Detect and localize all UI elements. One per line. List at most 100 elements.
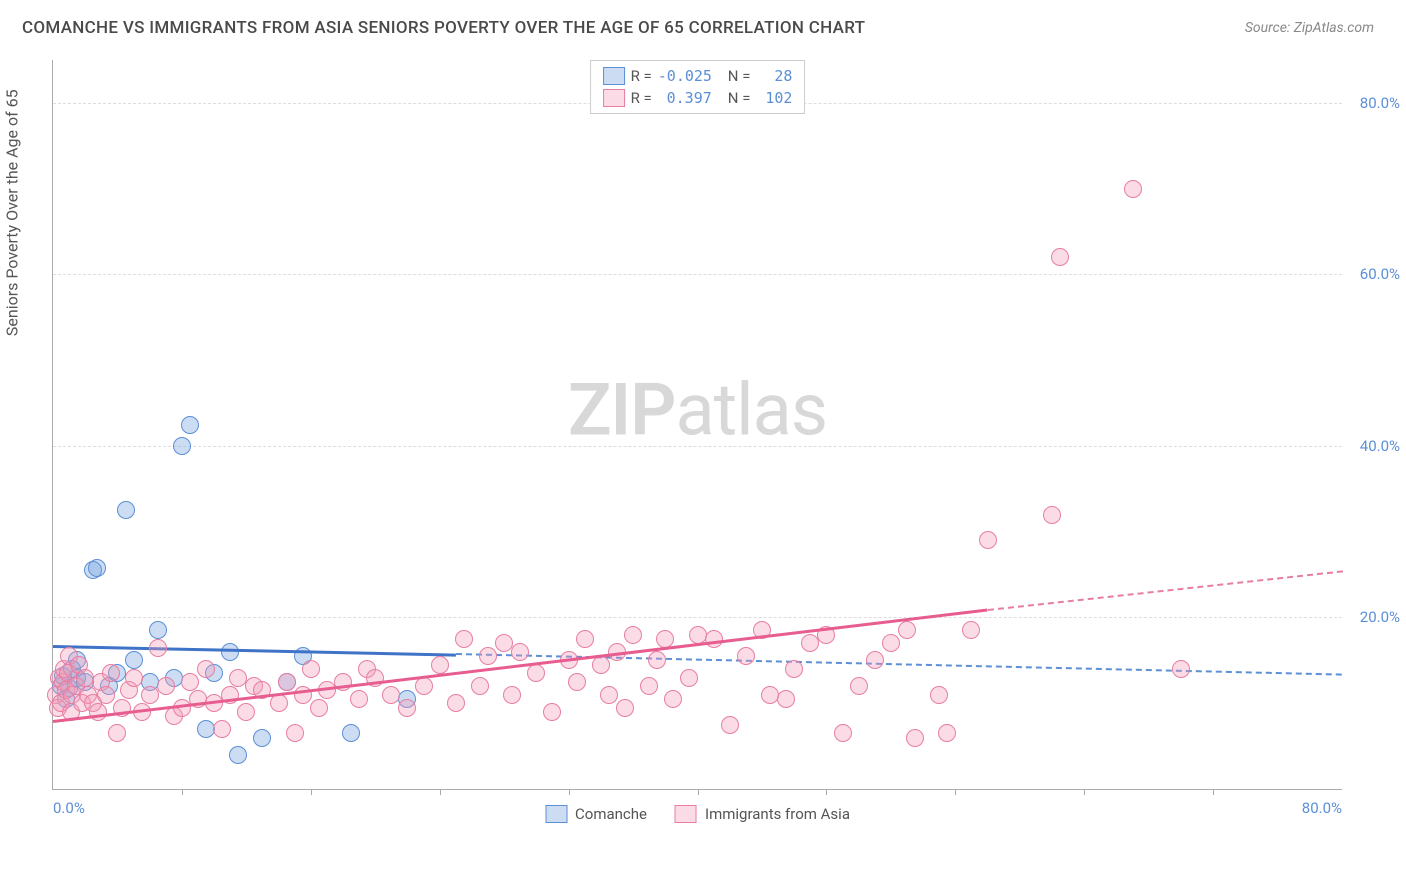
- data-point: [173, 437, 191, 455]
- legend-r-pink: 0.397: [658, 89, 712, 107]
- data-point: [149, 639, 167, 657]
- data-point: [157, 677, 175, 695]
- x-minor-tick: [440, 789, 441, 795]
- y-tick-label: 20.0%: [1360, 608, 1400, 626]
- trend-line: [53, 645, 456, 657]
- legend-swatch-pink-icon: [603, 89, 625, 107]
- legend-r-blue: -0.025: [658, 67, 712, 85]
- x-minor-tick: [826, 789, 827, 795]
- data-point: [76, 669, 94, 687]
- data-point: [302, 660, 320, 678]
- x-minor-tick: [1213, 789, 1214, 795]
- watermark-zip: ZIP: [568, 367, 675, 452]
- data-point: [511, 643, 529, 661]
- data-point: [141, 686, 159, 704]
- data-point: [88, 559, 106, 577]
- chart-source: Source: ZipAtlas.com: [1245, 20, 1374, 36]
- x-minor-tick: [182, 789, 183, 795]
- data-point: [785, 660, 803, 678]
- data-point: [576, 630, 594, 648]
- data-point: [149, 621, 167, 639]
- data-point: [898, 621, 916, 639]
- data-point: [624, 626, 642, 644]
- data-point: [705, 630, 723, 648]
- data-point: [117, 501, 135, 519]
- data-point: [979, 531, 997, 549]
- legend-r-label: R =: [631, 67, 652, 85]
- x-minor-tick: [698, 789, 699, 795]
- data-point: [286, 724, 304, 742]
- data-point: [237, 703, 255, 721]
- legend-row-pink: R = 0.397 N = 102: [603, 87, 793, 109]
- watermark-atlas: atlas: [675, 367, 827, 452]
- x-minor-tick: [311, 789, 312, 795]
- plot-area: ZIPatlas R = -0.025 N = 28 R = 0.397 N =…: [52, 60, 1342, 790]
- data-point: [310, 699, 328, 717]
- data-point: [382, 686, 400, 704]
- data-point: [930, 686, 948, 704]
- legend-swatch-pink-icon: [675, 805, 697, 823]
- data-point: [471, 677, 489, 695]
- data-point: [680, 669, 698, 687]
- x-minor-tick: [955, 789, 956, 795]
- data-point: [398, 699, 416, 717]
- data-point: [181, 416, 199, 434]
- chart-container: Seniors Poverty Over the Age of 65 ZIPat…: [22, 50, 1382, 840]
- data-point: [616, 699, 634, 717]
- legend-swatch-blue-icon: [545, 805, 567, 823]
- chart-title: COMANCHE VS IMMIGRANTS FROM ASIA SENIORS…: [22, 18, 865, 38]
- data-point: [866, 651, 884, 669]
- grid-line: [53, 446, 1342, 447]
- legend-row-blue: R = -0.025 N = 28: [603, 65, 793, 87]
- legend-n-blue: 28: [756, 67, 792, 85]
- data-point: [721, 716, 739, 734]
- data-point: [108, 724, 126, 742]
- data-point: [906, 729, 924, 747]
- data-point: [600, 686, 618, 704]
- data-point: [447, 694, 465, 712]
- x-tick-label: 80.0%: [1302, 799, 1342, 817]
- y-axis-label: Seniors Poverty Over the Age of 65: [3, 89, 22, 336]
- data-point: [270, 694, 288, 712]
- data-point: [102, 664, 120, 682]
- data-point: [479, 647, 497, 665]
- data-point: [1172, 660, 1190, 678]
- legend-r-label: R =: [631, 89, 652, 107]
- legend-label-comanche: Comanche: [575, 805, 647, 823]
- data-point: [455, 630, 473, 648]
- data-point: [342, 724, 360, 742]
- x-minor-tick: [569, 789, 570, 795]
- legend-n-label: N =: [728, 67, 751, 85]
- grid-line: [53, 617, 1342, 618]
- legend-swatch-blue-icon: [603, 67, 625, 85]
- x-tick-label: 0.0%: [53, 799, 85, 817]
- data-point: [1051, 248, 1069, 266]
- legend-item-immigrants: Immigrants from Asia: [675, 805, 850, 823]
- grid-line: [53, 274, 1342, 275]
- data-point: [125, 669, 143, 687]
- data-point: [527, 664, 545, 682]
- data-point: [640, 677, 658, 695]
- data-point: [689, 626, 707, 644]
- legend-n-label: N =: [728, 89, 751, 107]
- data-point: [882, 634, 900, 652]
- data-point: [777, 690, 795, 708]
- y-tick-label: 40.0%: [1360, 437, 1400, 455]
- data-point: [350, 690, 368, 708]
- data-point: [181, 673, 199, 691]
- y-tick-label: 80.0%: [1360, 94, 1400, 112]
- data-point: [543, 703, 561, 721]
- data-point: [1124, 180, 1142, 198]
- legend-item-comanche: Comanche: [545, 805, 647, 823]
- data-point: [737, 647, 755, 665]
- legend-n-pink: 102: [756, 89, 792, 107]
- data-point: [503, 686, 521, 704]
- data-point: [834, 724, 852, 742]
- data-point: [664, 690, 682, 708]
- correlation-legend: R = -0.025 N = 28 R = 0.397 N = 102: [590, 60, 806, 114]
- trend-line: [987, 570, 1342, 611]
- data-point: [125, 651, 143, 669]
- trend-line: [53, 609, 988, 723]
- data-point: [415, 677, 433, 695]
- data-point: [801, 634, 819, 652]
